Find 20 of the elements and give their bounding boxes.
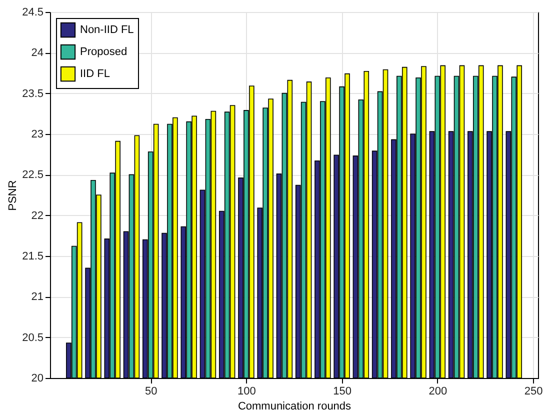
y-tick-label: 21.5 bbox=[22, 250, 44, 262]
legend-label: Non-IID FL bbox=[80, 24, 134, 36]
y-tick-label: 22.5 bbox=[22, 169, 44, 182]
x-tick-label: 50 bbox=[144, 386, 158, 398]
y-tick-label: 20.5 bbox=[22, 332, 44, 344]
y-tick-label: 24.5 bbox=[22, 6, 44, 18]
y-tick-label: 21 bbox=[31, 291, 44, 304]
legend-label: IID FL bbox=[80, 68, 110, 80]
x-tick-label: 150 bbox=[333, 386, 352, 398]
y-tick-label: 20 bbox=[31, 372, 44, 384]
y-axis-title: PSNR bbox=[7, 180, 20, 211]
legend-label: Proposed bbox=[80, 46, 128, 58]
y-tick-label: 23 bbox=[31, 128, 44, 140]
x-axis-title: Communication rounds bbox=[238, 400, 352, 412]
y-tick-label: 23.5 bbox=[22, 88, 44, 100]
x-tick-label: 250 bbox=[524, 386, 543, 398]
y-tick-label: 22 bbox=[31, 210, 44, 222]
y-tick-label: 24 bbox=[31, 47, 44, 60]
x-tick-label: 200 bbox=[428, 386, 448, 398]
x-tick-label: 100 bbox=[238, 386, 256, 398]
